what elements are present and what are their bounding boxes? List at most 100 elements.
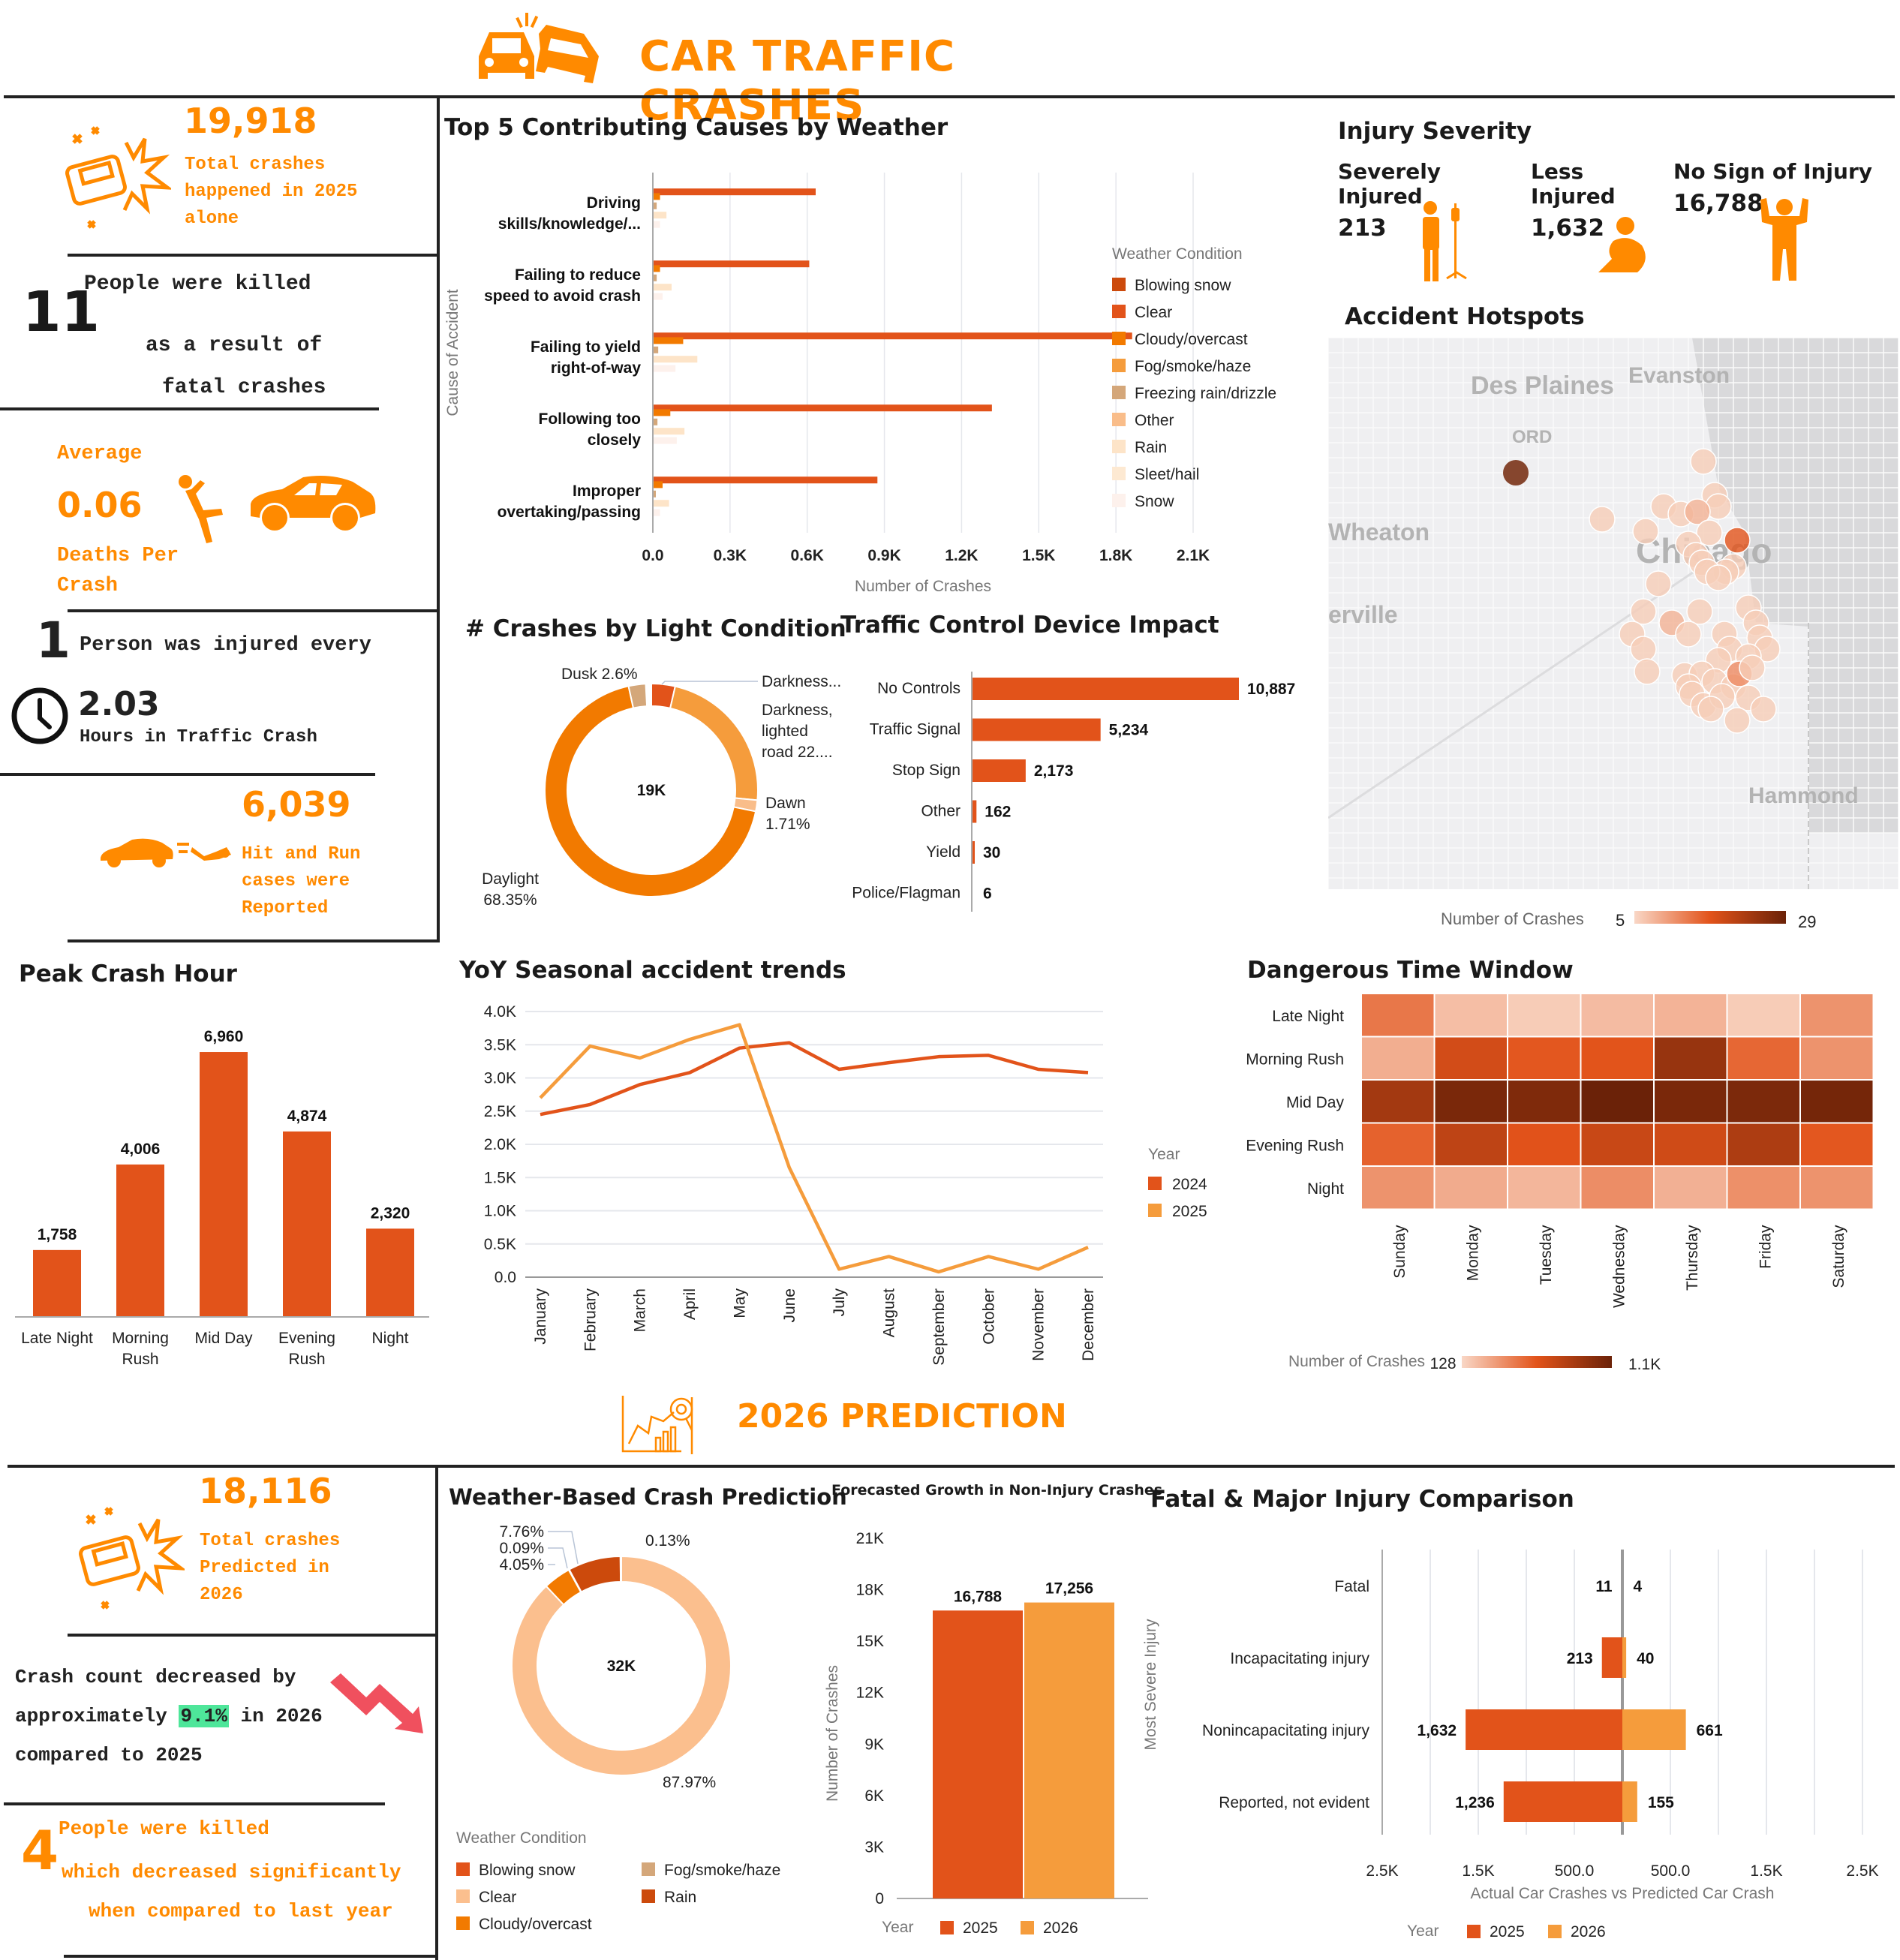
prediction-divider: [8, 1465, 1895, 1468]
peak-title: Peak Crash Hour: [19, 960, 237, 988]
legend-label: Blowing snow: [479, 1862, 576, 1879]
legend-max: 1.1K: [1628, 1356, 1661, 1373]
value-label-2026: 661: [1697, 1722, 1723, 1739]
kpi-predicted-total: 18,116 Total crashes Predicted in 2026: [68, 1471, 435, 1636]
legend-title: Year: [1407, 1922, 1439, 1940]
fatal-title: Fatal & Major Injury Comparison: [1150, 1486, 1574, 1513]
label-darkness-lighted: road 22....: [762, 744, 833, 761]
x-tick-label: 0.3K: [714, 547, 747, 564]
col-label: Thursday: [1684, 1225, 1701, 1291]
category-label: overtaking/passing: [498, 504, 641, 521]
car-silhouette-icon: [251, 476, 376, 531]
legend-label: 2026: [1571, 1923, 1606, 1940]
x-tick-label: March: [632, 1288, 649, 1332]
category-label: Failing to yield: [531, 338, 641, 356]
y-tick-label: 1.0K: [484, 1203, 516, 1220]
none-value: 16,788: [1673, 190, 1763, 217]
row-label: Night: [1307, 1180, 1344, 1198]
legend-label: Blowing snow: [1135, 277, 1231, 294]
heat-cell: [1581, 994, 1653, 1036]
bar-clear: [654, 404, 992, 412]
injury-rate-hours-label: Hours in Traffic Crash: [80, 727, 317, 747]
bar-2026: [1622, 1637, 1627, 1678]
legend-label: Freezing rain/drizzle: [1135, 385, 1276, 402]
x-tick-label: December: [1080, 1288, 1097, 1361]
bar-snow: [654, 365, 676, 372]
bar: [973, 800, 977, 823]
light-slice-darkness-lighted-road: [669, 685, 759, 801]
light-title: # Crashes by Light Condition: [465, 615, 846, 642]
heat-cell: [1655, 1167, 1727, 1209]
value-label-2026: 40: [1637, 1650, 1654, 1667]
legend-swatch: [456, 1862, 470, 1876]
category-label: speed to avoid crash: [484, 287, 641, 305]
x-tick-label: 0.6K: [791, 547, 824, 564]
kpi-injury-rate: 1 Person was injured every 2.03 Hours in…: [0, 612, 435, 769]
row-label: Late Night: [1272, 1008, 1344, 1025]
legend-label: Rain: [1135, 439, 1167, 456]
legend-label: Clear: [1135, 304, 1172, 321]
donut-center-label: 32K: [607, 1658, 636, 1675]
bar-cloudy-overcast: [654, 337, 684, 344]
bar-2025: [1466, 1709, 1622, 1750]
hotspot-map[interactable]: Des PlainesEvanstonORDWheatonChicagoervi…: [1328, 338, 1898, 889]
avg-deaths-label-1: Deaths Per: [57, 545, 179, 567]
legend-title: Weather Condition: [1112, 245, 1243, 263]
value-label: 4,006: [121, 1141, 161, 1158]
value-label-2025: 1,632: [1417, 1722, 1457, 1739]
bar: [366, 1228, 414, 1317]
legend-swatch: [642, 1862, 655, 1876]
category-label: Late Night: [21, 1330, 93, 1347]
x-tick-label: April: [681, 1288, 699, 1320]
header: CAR TRAFFIC CRASHES: [473, 11, 1148, 130]
x-tick-label: 500.0: [1651, 1862, 1691, 1880]
legend-swatch: [1112, 278, 1126, 291]
legend-swatch: [1112, 440, 1126, 453]
col-label: Wednesday: [1610, 1225, 1628, 1308]
value-label: 6: [983, 885, 992, 903]
col-label: Tuesday: [1538, 1225, 1555, 1285]
none-label: No Sign of Injury: [1673, 159, 1873, 184]
x-tick-label: January: [532, 1288, 549, 1345]
legend-label: 2024: [1172, 1176, 1207, 1193]
bar-2026: [1024, 1602, 1114, 1898]
heat-cell: [1362, 994, 1434, 1036]
y-tick-label: 2.5K: [484, 1103, 516, 1120]
legend-label: Clear: [479, 1889, 516, 1906]
severe-value: 213: [1338, 215, 1387, 242]
decrease-line-3: compared to 2025: [15, 1744, 203, 1766]
heat-cell: [1435, 994, 1507, 1036]
bar-clear: [654, 332, 1132, 340]
category-label: Following too: [539, 410, 641, 428]
bar-2025: [933, 1610, 1023, 1898]
injury-item-severe: Severely Injured 213: [1338, 159, 1526, 281]
legend-swatch: [1112, 413, 1126, 426]
hit-and-run-icon: [101, 838, 231, 867]
heat-cell: [1727, 1123, 1799, 1165]
heat-cell: [1655, 1081, 1727, 1123]
map-place-label: Des Plaines: [1471, 371, 1614, 400]
label-cloudy: 4.05%: [499, 1556, 544, 1574]
bar-cloudy-overcast: [654, 409, 671, 416]
value-label-2026: 4: [1634, 1578, 1643, 1595]
killed-value: 11: [23, 280, 100, 344]
heat-cell: [1362, 1167, 1434, 1209]
avg-deaths-title: Average: [57, 443, 143, 465]
value-label: 1,758: [38, 1226, 77, 1243]
x-tick-label: 0.0: [642, 547, 663, 564]
prediction-kpi-divider-3: [64, 1955, 437, 1958]
label-dawn: Dawn: [765, 795, 806, 812]
bar-cloudy-overcast: [654, 193, 660, 200]
label-fog: 0.09%: [499, 1540, 544, 1557]
heat-cell: [1655, 994, 1727, 1036]
kpi-divider-2: [0, 407, 379, 410]
bar-2026: [1622, 1709, 1686, 1750]
map-lake-michigan: [1692, 338, 1898, 833]
kpi-hit-and-run: 6,039 Hit and Run cases were Reported: [0, 777, 435, 934]
map-place-label: Evanston: [1628, 363, 1730, 388]
bar: [973, 759, 1026, 782]
x-axis-title: Number of Crashes: [855, 578, 991, 595]
predicted-total-value: 18,116: [199, 1471, 332, 1511]
legend-title: Weather Condition: [456, 1829, 587, 1847]
heat-cell: [1508, 1167, 1580, 1209]
